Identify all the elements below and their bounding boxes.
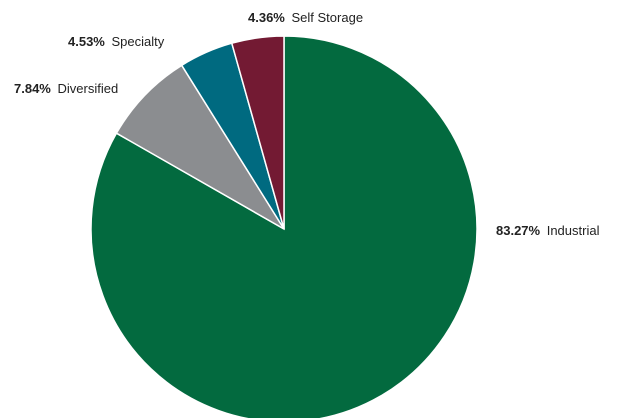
slice-industrial: [90, 35, 478, 418]
slice-self-storage: [230, 35, 285, 230]
label-specialty-value: 4.53%: [68, 34, 105, 49]
slice-diversified: [115, 64, 285, 230]
label-diversified: 7.84% Diversified: [14, 81, 118, 96]
label-diversified-value: 7.84%: [14, 81, 51, 96]
label-self-storage-name: Self Storage: [292, 10, 364, 25]
label-self-storage: 4.36% Self Storage: [248, 10, 363, 25]
label-industrial-value: 83.27%: [496, 223, 541, 238]
label-specialty: 4.53% Specialty: [68, 34, 165, 49]
label-specialty-name: Specialty: [112, 34, 165, 49]
label-industrial: 83.27% Industrial: [496, 223, 600, 238]
label-self-storage-value: 4.36%: [248, 10, 285, 25]
label-diversified-name: Diversified: [58, 81, 119, 96]
label-industrial-name: Industrial: [547, 223, 600, 238]
pie-slices: [90, 35, 478, 418]
